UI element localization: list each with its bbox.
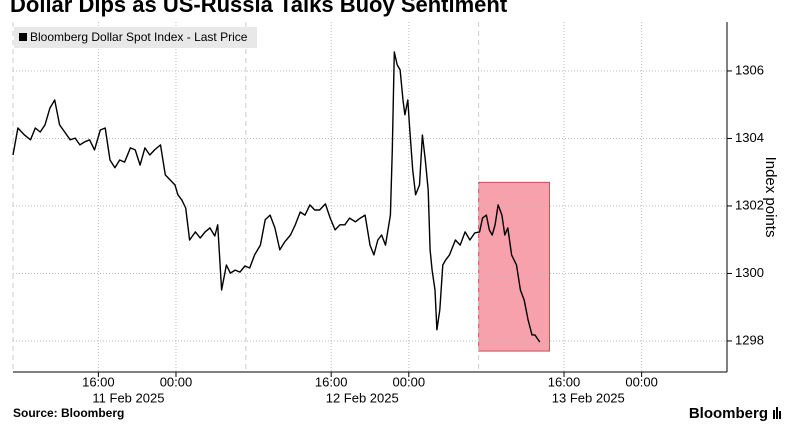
x-tick-label: 16:00 bbox=[548, 374, 581, 389]
x-date-label: 11 Feb 2025 bbox=[92, 390, 164, 405]
y-tick-label: 1302 bbox=[735, 197, 764, 212]
x-date-label: 12 Feb 2025 bbox=[326, 390, 399, 405]
x-date-label: 13 Feb 2025 bbox=[552, 390, 625, 405]
y-tick-label: 1300 bbox=[735, 265, 764, 280]
x-tick-label: 00:00 bbox=[393, 374, 426, 389]
y-tick-label: 1298 bbox=[735, 332, 764, 347]
source: Source: Bloomberg bbox=[13, 406, 124, 420]
x-tick-label: 16:00 bbox=[315, 374, 348, 389]
x-tick-label: 16:00 bbox=[82, 374, 115, 389]
legend-label: Bloomberg Dollar Spot Index - Last Price bbox=[30, 30, 248, 44]
brand: Bloomberg bbox=[689, 405, 768, 422]
highlight-region bbox=[478, 181, 550, 352]
y-tick-label: 1304 bbox=[735, 130, 764, 145]
x-tick-label: 00:00 bbox=[160, 374, 193, 389]
legend-swatch bbox=[19, 33, 27, 41]
y-tick-label: 1306 bbox=[735, 62, 764, 77]
brand-icon bbox=[773, 407, 781, 419]
chart-title: Dollar Dips as US-Russia Talks Buoy Sent… bbox=[10, 0, 508, 17]
x-tick-label: 00:00 bbox=[625, 374, 658, 389]
line-series bbox=[12, 51, 541, 343]
legend: Bloomberg Dollar Spot Index - Last Price bbox=[14, 27, 257, 48]
y-axis-label: Index points bbox=[762, 157, 779, 238]
legend-box bbox=[14, 27, 257, 48]
